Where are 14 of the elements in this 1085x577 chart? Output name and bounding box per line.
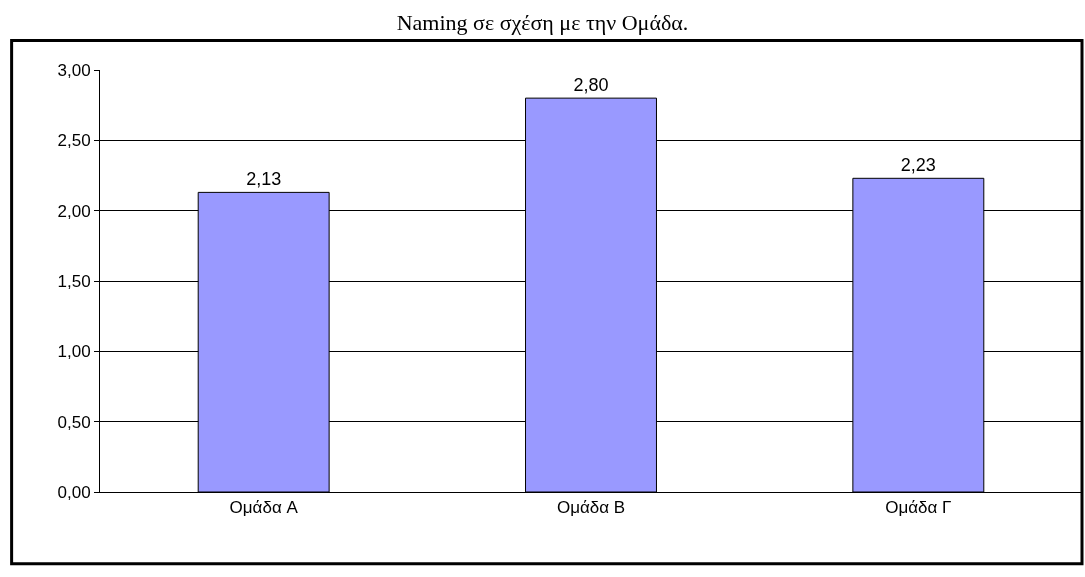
y-tick-label: 0,50: [57, 412, 91, 432]
x-tick-label: Ομάδα A: [229, 498, 299, 518]
y-tick-label: 1,50: [57, 271, 91, 291]
y-tick-label: 2,00: [57, 201, 91, 221]
x-tick-label: Ομάδα Γ: [885, 498, 952, 518]
data-label: 2,23: [900, 155, 936, 176]
data-label: 2,13: [246, 169, 282, 190]
chart-title: Naming σε σχέση με την Ομάδα.: [396, 9, 689, 35]
data-label: 2,80: [573, 75, 609, 96]
y-tick-label: 1,00: [57, 342, 91, 362]
x-tick-label: Ομάδα B: [556, 498, 626, 518]
y-tick-label: 3,00: [57, 60, 91, 80]
y-tick-label: 2,50: [57, 131, 91, 151]
y-tick-label: 0,00: [57, 482, 91, 502]
